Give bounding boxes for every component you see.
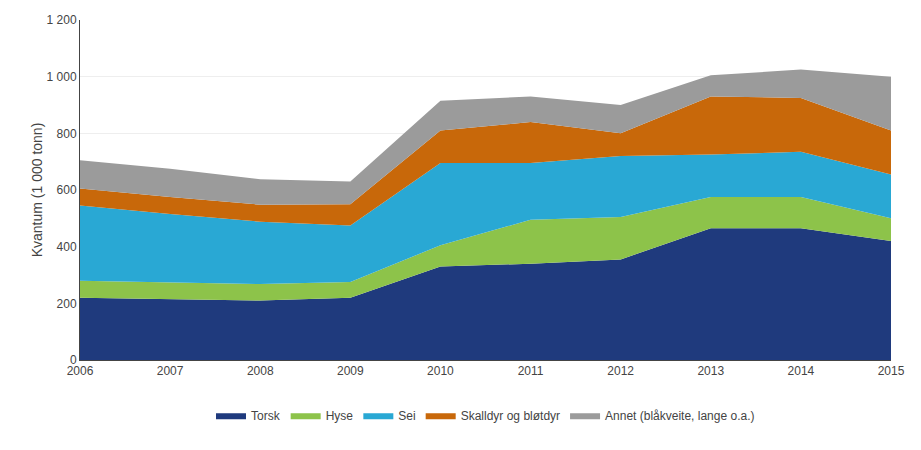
svg-text:2006: 2006	[67, 364, 94, 378]
svg-text:2015: 2015	[878, 364, 905, 378]
svg-text:2008: 2008	[247, 364, 274, 378]
svg-text:Skalldyr og bløtdyr: Skalldyr og bløtdyr	[461, 409, 560, 423]
svg-text:Torsk: Torsk	[251, 409, 281, 423]
svg-text:800: 800	[57, 127, 77, 141]
svg-text:1 000: 1 000	[47, 70, 77, 84]
svg-text:2012: 2012	[607, 364, 634, 378]
svg-text:0: 0	[70, 353, 77, 367]
svg-text:600: 600	[57, 183, 77, 197]
svg-text:Hyse: Hyse	[326, 409, 354, 423]
svg-text:Sei: Sei	[398, 409, 415, 423]
svg-text:2010: 2010	[427, 364, 454, 378]
svg-text:2011: 2011	[518, 364, 544, 378]
svg-text:2009: 2009	[337, 364, 364, 378]
svg-text:Annet (blåkveite, lange o.a.): Annet (blåkveite, lange o.a.)	[605, 409, 754, 423]
svg-text:2014: 2014	[788, 364, 815, 378]
svg-text:2007: 2007	[157, 364, 184, 378]
svg-text:Kvantum (1 000 tonn): Kvantum (1 000 tonn)	[29, 123, 45, 258]
svg-text:1 200: 1 200	[47, 13, 77, 27]
svg-text:200: 200	[57, 297, 77, 311]
svg-text:400: 400	[57, 240, 77, 254]
svg-text:2013: 2013	[697, 364, 724, 378]
